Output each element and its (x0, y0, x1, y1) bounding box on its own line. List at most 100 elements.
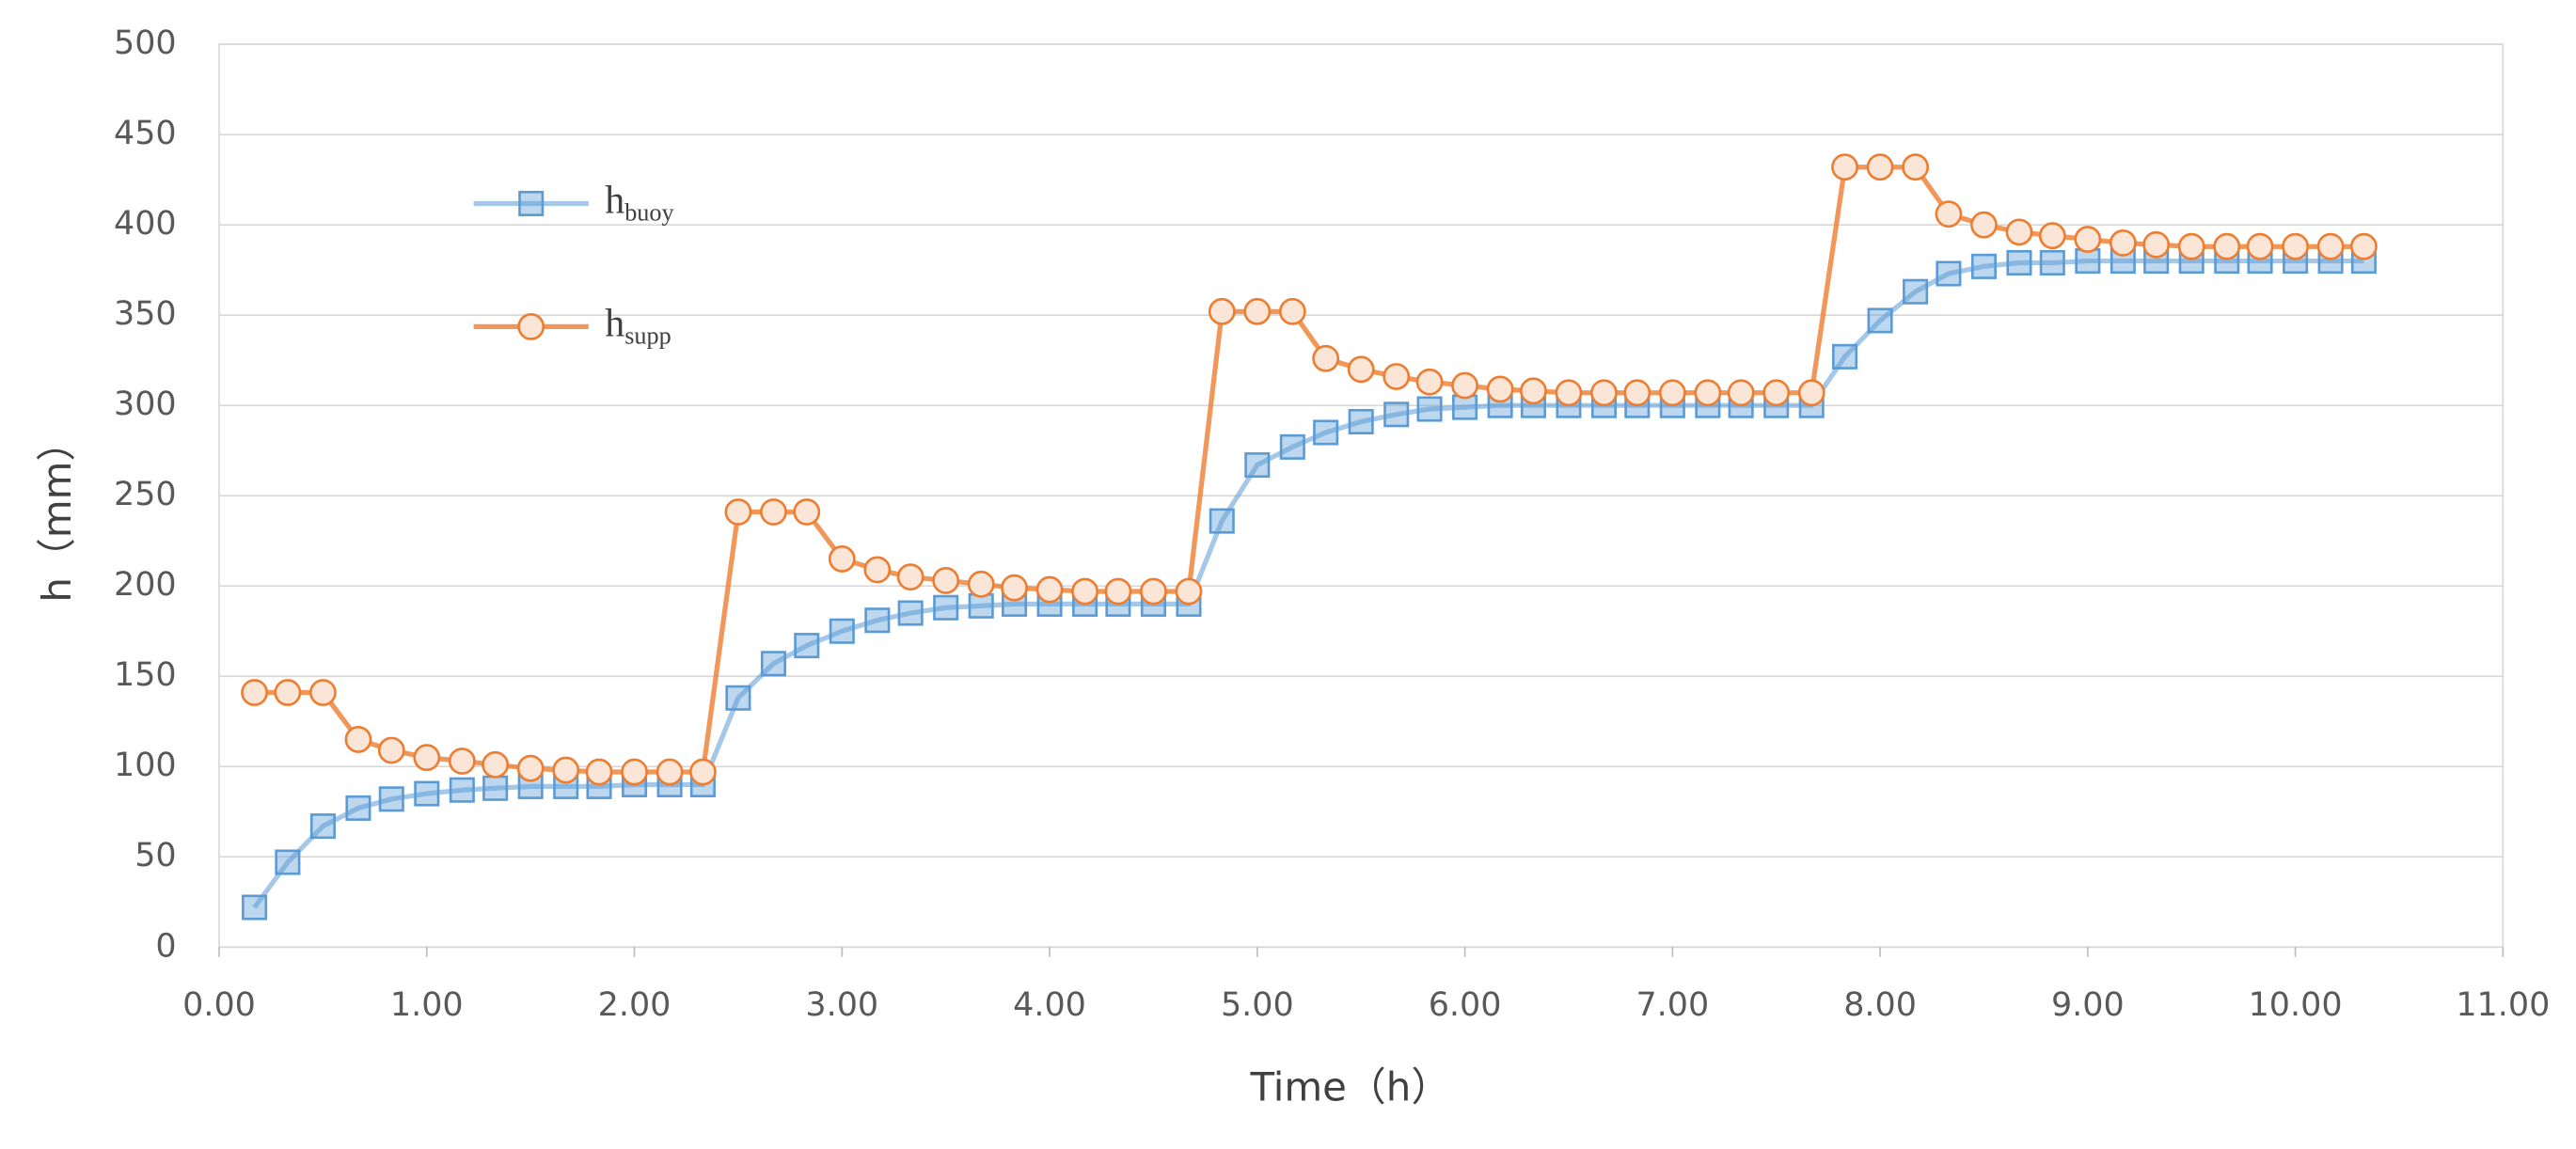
marker (1936, 260, 1962, 287)
y-axis-title: h（mm） (34, 422, 80, 603)
marker (967, 570, 995, 598)
marker (1383, 363, 1411, 390)
marker (516, 754, 545, 782)
marker (1902, 153, 1929, 181)
plot-border (218, 43, 2505, 949)
marker (1244, 452, 1271, 479)
marker (1831, 153, 1858, 181)
x-tick-label: 11.00 (2456, 986, 2550, 1024)
marker (242, 894, 268, 921)
x-tick-label: 0.00 (182, 986, 256, 1024)
marker (863, 556, 892, 584)
y-tick-label: 500 (114, 24, 177, 62)
marker (414, 780, 440, 807)
x-tick-label: 4.00 (1013, 986, 1086, 1024)
x-tick-label: 8.00 (1843, 986, 1917, 1024)
marker (1278, 297, 1306, 325)
legend-label: hsupp (605, 302, 671, 350)
marker (2142, 230, 2171, 259)
marker (724, 498, 752, 526)
x-axis-title: Time（h） (1249, 1064, 1450, 1110)
marker (1935, 200, 1963, 228)
marker (1035, 575, 1064, 604)
marker (1867, 307, 1893, 334)
y-tick-label: 50 (134, 837, 176, 874)
marker (2350, 232, 2378, 260)
marker (1243, 297, 1272, 325)
y-tick-label: 200 (114, 566, 177, 604)
x-tick-label: 5.00 (1221, 986, 1294, 1024)
marker (1313, 419, 1339, 446)
marker (275, 849, 301, 875)
marker (482, 750, 510, 779)
marker (864, 607, 891, 634)
legend-label-sub: supp (624, 323, 671, 350)
marker (1486, 375, 1514, 403)
marker (1623, 379, 1651, 407)
y-tick-label: 400 (114, 205, 177, 243)
marker (1762, 379, 1791, 407)
marker (656, 758, 684, 786)
marker (760, 498, 787, 526)
marker (621, 758, 648, 786)
y-tick-label: 100 (114, 747, 177, 784)
marker (517, 312, 545, 340)
marker (2006, 249, 2032, 276)
series-line (252, 258, 2364, 909)
marker (309, 679, 337, 706)
marker (829, 618, 855, 644)
marker (1383, 401, 1410, 428)
marker (2075, 248, 2101, 275)
marker (793, 498, 821, 526)
marker (377, 736, 405, 764)
marker (1140, 577, 1167, 606)
marker (241, 679, 268, 706)
marker (1415, 368, 1444, 396)
marker (932, 567, 960, 594)
marker (1347, 355, 1375, 384)
marker (309, 813, 336, 840)
marker (1866, 153, 1894, 181)
marker (794, 633, 820, 659)
y-tick-label: 350 (114, 295, 177, 333)
marker (896, 563, 925, 591)
marker (1903, 278, 1929, 305)
x-tick-label: 3.00 (805, 986, 878, 1024)
x-tick-label: 6.00 (1429, 986, 1502, 1024)
x-tick-label: 2.00 (598, 986, 672, 1024)
y-tick-label: 300 (114, 386, 177, 423)
marker (1727, 379, 1755, 407)
marker (378, 786, 404, 812)
marker (2316, 232, 2345, 260)
marker (1071, 577, 1098, 606)
marker (933, 594, 959, 621)
legend-label: hbuoy (605, 179, 673, 227)
marker (725, 685, 751, 711)
y-tick-label: 250 (114, 476, 177, 513)
marker (2005, 218, 2033, 246)
legend-entry: hbuoy (473, 179, 674, 227)
marker (1208, 297, 1236, 325)
x-tick-label: 10.00 (2249, 986, 2343, 1024)
marker (274, 679, 302, 706)
marker (1416, 396, 1443, 422)
legend-label-main: h (605, 302, 624, 345)
marker (1520, 377, 1547, 405)
x-tick-label: 9.00 (2051, 986, 2125, 1024)
marker (2143, 248, 2170, 275)
marker (344, 726, 372, 753)
marker (585, 758, 613, 786)
marker (1348, 408, 1374, 435)
marker (2109, 228, 2137, 257)
marker (2038, 222, 2066, 250)
marker (345, 795, 371, 821)
marker (1452, 394, 1478, 420)
marker (1451, 371, 1478, 400)
y-tick-label: 150 (114, 656, 177, 694)
x-tick-label: 1.00 (390, 986, 464, 1024)
marker (760, 651, 786, 677)
marker (2039, 249, 2065, 276)
marker (2074, 226, 2102, 253)
